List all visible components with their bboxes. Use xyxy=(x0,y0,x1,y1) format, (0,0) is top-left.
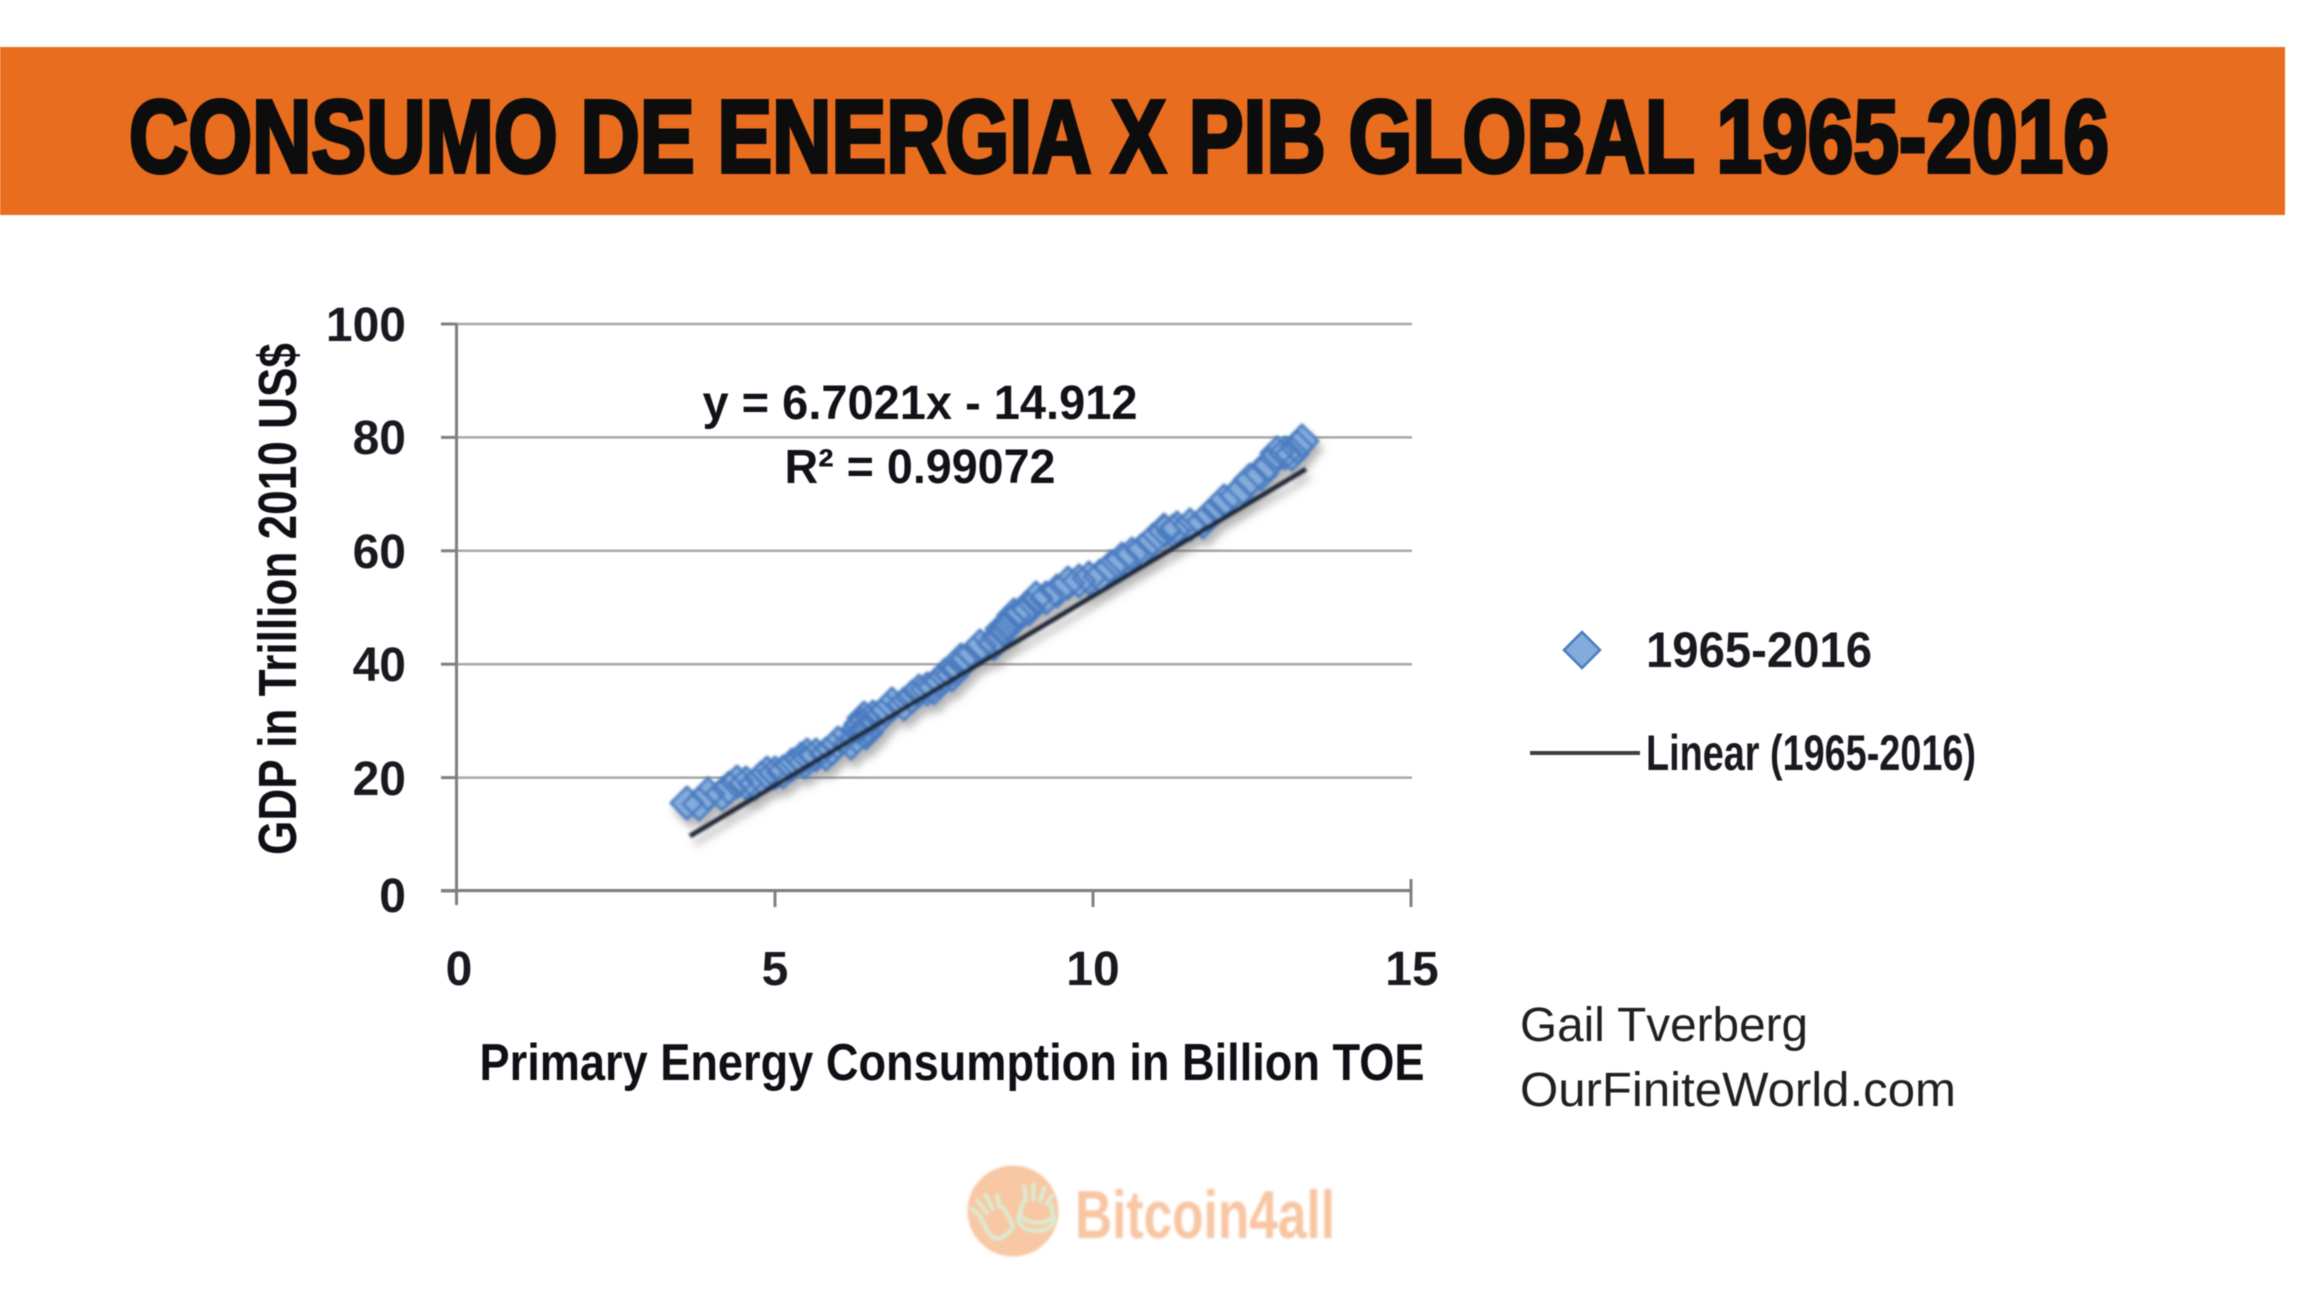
svg-text:y = 6.7021x - 14.912: y = 6.7021x - 14.912 xyxy=(703,377,1138,430)
svg-text:Bitcoin4all: Bitcoin4all xyxy=(1075,1177,1335,1253)
svg-text:OurFiniteWorld.com: OurFiniteWorld.com xyxy=(1520,1064,1956,1117)
svg-text:5: 5 xyxy=(762,943,789,996)
svg-text:CONSUMO DE ENERGIA X PIB GLOBA: CONSUMO DE ENERGIA X PIB GLOBAL 1965-201… xyxy=(129,79,2109,194)
svg-text:GDP in Trillion 2010 US$: GDP in Trillion 2010 US$ xyxy=(248,343,308,855)
svg-text:0: 0 xyxy=(446,943,473,996)
svg-text:40: 40 xyxy=(353,639,406,692)
svg-text:1965-2016: 1965-2016 xyxy=(1646,622,1872,678)
svg-text:60: 60 xyxy=(353,526,406,579)
svg-text:15: 15 xyxy=(1385,943,1438,996)
svg-text:10: 10 xyxy=(1066,943,1119,996)
svg-text:R² = 0.99072: R² = 0.99072 xyxy=(785,441,1056,494)
svg-text:80: 80 xyxy=(353,412,406,465)
svg-text:100: 100 xyxy=(326,299,406,352)
svg-text:Gail Tverberg: Gail Tverberg xyxy=(1520,999,1808,1052)
svg-text:Primary Energy Consumption in: Primary Energy Consumption in Billion TO… xyxy=(480,1034,1425,1092)
svg-text:0: 0 xyxy=(379,870,406,923)
svg-text:Linear (1965-2016): Linear (1965-2016) xyxy=(1646,725,1976,781)
svg-text:20: 20 xyxy=(353,753,406,806)
